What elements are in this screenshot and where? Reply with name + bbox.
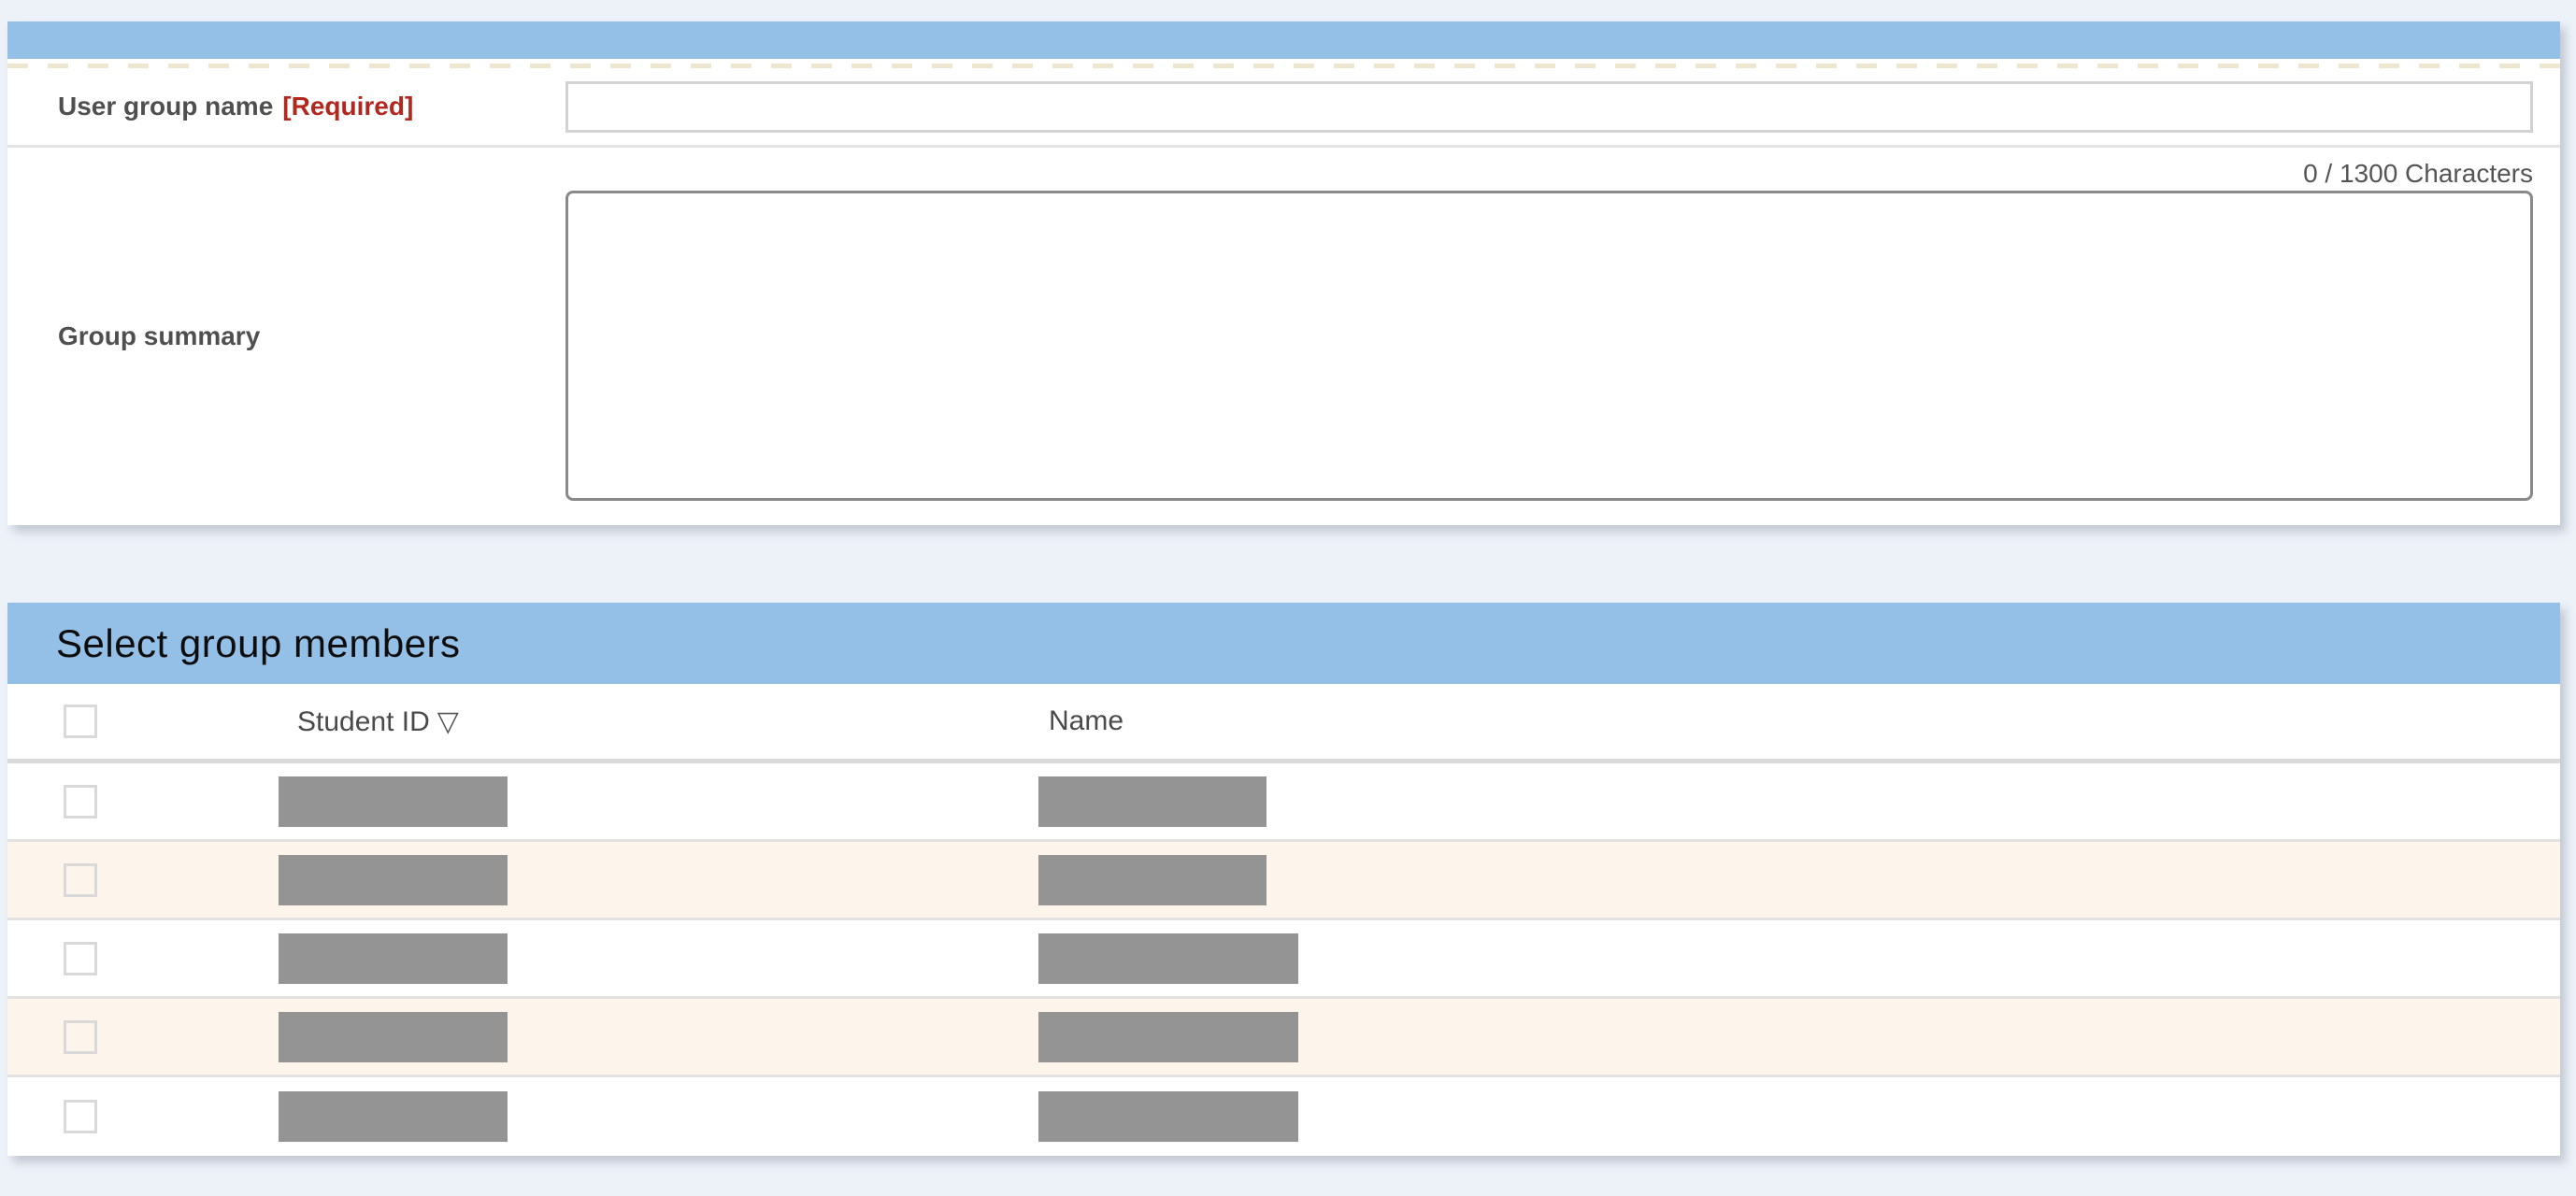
group-summary-textarea[interactable] — [565, 191, 2533, 501]
members-panel-header-bar: Select group members — [7, 603, 2560, 684]
group-summary-label-text: Group summary — [58, 321, 261, 350]
name-redacted-block — [1038, 933, 1298, 984]
row-checkbox-cell — [7, 1019, 279, 1054]
name-cell — [1038, 854, 2560, 905]
members-table-body — [7, 763, 2560, 1156]
name-redacted-block — [1038, 1011, 1298, 1062]
student-id-redacted-block — [279, 1011, 508, 1062]
row-checkbox-cell — [7, 941, 279, 975]
members-table-header-row: Student ID ▽ Name — [7, 684, 2560, 763]
member-row — [7, 920, 2560, 999]
members-panel-title: Select group members — [56, 620, 461, 665]
row-checkbox[interactable] — [64, 784, 97, 819]
name-cell — [1038, 1011, 2560, 1062]
form-panel-header-bar — [7, 21, 2560, 59]
group-summary-field-cell: 0 / 1300 Characters — [565, 148, 2560, 525]
student-id-cell — [279, 1091, 1038, 1142]
row-checkbox[interactable] — [64, 1019, 97, 1054]
member-row — [7, 1077, 2560, 1156]
member-row — [7, 842, 2560, 920]
row-checkbox[interactable] — [64, 941, 97, 975]
student-id-redacted-block — [279, 854, 508, 905]
name-cell — [1038, 1091, 2560, 1142]
student-id-column-header[interactable]: Student ID ▽ — [297, 706, 459, 737]
member-row — [7, 763, 2560, 842]
name-cell — [1038, 776, 2560, 827]
name-column-header: Name — [1049, 705, 1124, 736]
user-group-name-row: User group name [Required] — [7, 68, 2560, 148]
student-id-cell — [279, 854, 1038, 905]
student-id-cell — [279, 933, 1038, 984]
sort-descending-icon: ▽ — [436, 705, 459, 737]
student-id-header-label: Student ID — [297, 705, 430, 737]
group-form-panel: User group name [Required] Group summary… — [7, 21, 2560, 525]
name-header-cell: Name — [1038, 705, 2560, 737]
student-id-redacted-block — [279, 1091, 508, 1142]
select-group-members-panel: Select group members Student ID ▽ Name — [7, 603, 2560, 1156]
user-group-name-label-text: User group name — [58, 92, 274, 121]
name-redacted-block — [1038, 1091, 1298, 1142]
row-checkbox[interactable] — [64, 1100, 97, 1133]
student-id-cell — [279, 776, 1038, 827]
name-cell — [1038, 933, 2560, 984]
student-id-redacted-block — [279, 776, 508, 827]
member-row — [7, 999, 2560, 1077]
page: User group name [Required] Group summary… — [0, 21, 2576, 1196]
select-all-checkbox[interactable] — [64, 705, 97, 738]
row-checkbox-cell — [7, 784, 279, 819]
group-summary-row: Group summary 0 / 1300 Characters — [7, 148, 2560, 525]
user-group-name-label: User group name [Required] — [7, 92, 565, 121]
row-checkbox-cell — [7, 862, 279, 897]
student-id-cell — [279, 1011, 1038, 1062]
required-tag: [Required] — [282, 92, 414, 121]
row-checkbox[interactable] — [64, 862, 97, 897]
character-counter: 0 / 1300 Characters — [2303, 159, 2533, 188]
name-redacted-block — [1038, 776, 1267, 827]
row-checkbox-cell — [7, 1100, 279, 1133]
select-all-cell — [7, 705, 279, 738]
dashed-separator — [7, 64, 2560, 68]
group-summary-label: Group summary — [7, 148, 565, 525]
name-redacted-block — [1038, 854, 1267, 905]
student-id-redacted-block — [279, 933, 508, 984]
user-group-name-input[interactable] — [565, 80, 2533, 133]
user-group-name-field-cell — [565, 80, 2560, 133]
student-id-header-cell: Student ID ▽ — [279, 705, 1038, 738]
